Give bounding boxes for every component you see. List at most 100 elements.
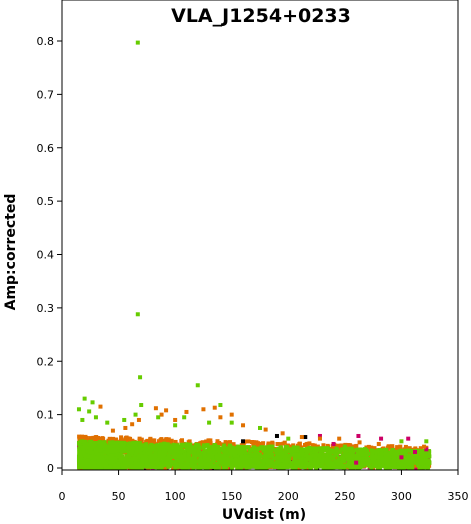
green-point bbox=[227, 462, 232, 467]
green-point bbox=[113, 458, 118, 463]
green-point bbox=[154, 460, 159, 465]
green-point bbox=[268, 454, 273, 459]
orange-point bbox=[138, 439, 143, 444]
green-point bbox=[82, 441, 87, 446]
green-point bbox=[239, 465, 244, 470]
orange-point bbox=[275, 442, 280, 447]
green-point bbox=[92, 461, 97, 466]
x-tick-label: 100 bbox=[165, 490, 186, 503]
green-point bbox=[221, 461, 226, 466]
green-point bbox=[325, 446, 330, 451]
green-point bbox=[318, 462, 323, 467]
green-point bbox=[225, 457, 230, 462]
green-point bbox=[390, 451, 395, 456]
green-point bbox=[245, 454, 250, 459]
orange-point bbox=[158, 438, 163, 443]
green-point bbox=[140, 443, 145, 448]
green-point bbox=[314, 449, 319, 454]
green-point bbox=[406, 453, 411, 458]
orange-point bbox=[184, 409, 189, 414]
green-point bbox=[326, 458, 331, 463]
green-point bbox=[98, 448, 103, 453]
green-point bbox=[106, 450, 111, 455]
green-point bbox=[81, 455, 86, 460]
green-point bbox=[108, 456, 113, 461]
green-point bbox=[255, 446, 260, 451]
green-point bbox=[116, 465, 121, 470]
green-point bbox=[231, 463, 236, 468]
green-point bbox=[236, 445, 241, 450]
green-point bbox=[183, 457, 188, 462]
green-point bbox=[426, 452, 431, 457]
green-point bbox=[229, 420, 234, 425]
y-tick-label: 0.3 bbox=[37, 302, 55, 315]
orange-point bbox=[337, 436, 342, 441]
green-point bbox=[198, 452, 203, 457]
green-point bbox=[156, 461, 161, 466]
green-point bbox=[318, 455, 323, 460]
green-point bbox=[340, 457, 345, 462]
orange-point bbox=[94, 438, 99, 443]
green-point bbox=[133, 412, 138, 417]
y-tick-label: 0.8 bbox=[37, 35, 55, 48]
green-point bbox=[241, 447, 246, 452]
green-point bbox=[148, 444, 153, 449]
green-point bbox=[379, 455, 384, 460]
green-point bbox=[377, 459, 382, 464]
green-point bbox=[409, 462, 414, 467]
green-point bbox=[391, 462, 396, 467]
green-point bbox=[97, 444, 102, 449]
green-point bbox=[277, 451, 282, 456]
green-point bbox=[308, 457, 313, 462]
green-point bbox=[283, 448, 288, 453]
green-point bbox=[202, 453, 207, 458]
y-tick-label: 0 bbox=[47, 462, 54, 475]
green-point bbox=[137, 441, 142, 446]
green-point bbox=[251, 457, 256, 462]
green-point bbox=[267, 445, 272, 450]
green-point bbox=[255, 464, 260, 469]
green-point bbox=[264, 449, 269, 454]
green-point bbox=[179, 446, 184, 451]
green-point bbox=[199, 465, 204, 470]
green-point bbox=[224, 465, 229, 470]
orange-point bbox=[339, 443, 344, 448]
green-point bbox=[108, 464, 113, 469]
green-point bbox=[303, 457, 308, 462]
green-point bbox=[143, 453, 148, 458]
green-point bbox=[212, 450, 217, 455]
green-point bbox=[222, 449, 227, 454]
green-point bbox=[93, 447, 98, 452]
green-point bbox=[255, 451, 260, 456]
green-point bbox=[171, 442, 176, 447]
green-point bbox=[219, 454, 224, 459]
green-point bbox=[135, 312, 140, 317]
green-point bbox=[347, 461, 352, 466]
green-point bbox=[307, 454, 312, 459]
green-point bbox=[238, 448, 243, 453]
green-point bbox=[187, 456, 192, 461]
orange-point bbox=[212, 405, 217, 410]
green-point bbox=[82, 396, 87, 401]
green-point bbox=[214, 462, 219, 467]
green-point bbox=[163, 451, 168, 456]
green-point bbox=[113, 449, 118, 454]
green-point bbox=[209, 461, 214, 466]
green-point bbox=[85, 449, 90, 454]
green-point bbox=[338, 461, 343, 466]
green-point bbox=[104, 462, 109, 467]
green-point bbox=[394, 453, 399, 458]
green-point bbox=[217, 452, 222, 457]
data-points bbox=[76, 40, 432, 470]
green-point bbox=[309, 451, 314, 456]
green-point bbox=[234, 462, 239, 467]
green-point bbox=[124, 454, 129, 459]
green-point bbox=[327, 462, 332, 467]
green-point bbox=[193, 460, 198, 465]
green-point bbox=[278, 445, 283, 450]
orange-point bbox=[229, 412, 234, 417]
green-point bbox=[303, 465, 308, 470]
green-point bbox=[177, 449, 182, 454]
green-point bbox=[365, 460, 370, 465]
green-point bbox=[179, 457, 184, 462]
